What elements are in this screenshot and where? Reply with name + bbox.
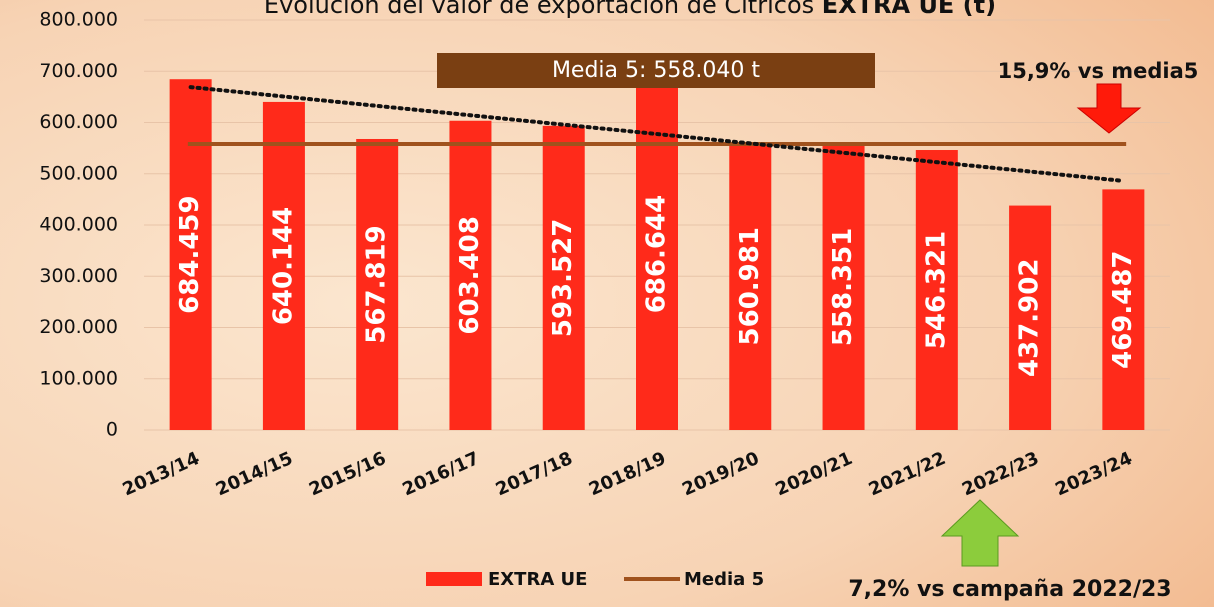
trendline: [188, 85, 1126, 183]
bar: [356, 138, 399, 430]
average-label: Media 5: 558.040 t: [552, 58, 760, 83]
legend-swatch: [426, 572, 482, 586]
value-label: 558.351: [828, 228, 858, 346]
value-label: 469.487: [1108, 250, 1138, 368]
legend-label: EXTRA UE: [488, 569, 587, 590]
value-label: 640.144: [268, 207, 298, 325]
y-tick-label: 600.000: [39, 111, 118, 133]
bar: [915, 150, 958, 430]
bar: [262, 101, 305, 430]
y-tick-label: 500.000: [39, 162, 118, 184]
bar: [1102, 189, 1145, 430]
y-tick-label: 0: [106, 419, 118, 441]
y-tick-label: 400.000: [39, 214, 118, 236]
annotation: 7,2% vs campaña 2022/23: [848, 577, 1171, 602]
value-label: 686.644: [642, 195, 672, 313]
y-tick-label: 700.000: [39, 60, 118, 82]
down-arrow: [1076, 83, 1142, 134]
bar: [822, 143, 865, 431]
value-label: 593.527: [548, 219, 578, 337]
y-tick-label: 200.000: [39, 316, 118, 338]
value-label: 546.321: [921, 231, 951, 349]
value-label: 437.902: [1015, 259, 1045, 377]
bar: [542, 125, 585, 430]
value-label: 684.459: [175, 195, 205, 313]
value-label: 560.981: [735, 227, 765, 345]
bar: [169, 79, 212, 431]
bar: [729, 142, 772, 430]
y-tick-label: 800.000: [39, 9, 118, 31]
value-label: 567.819: [362, 225, 392, 343]
up-arrow: [940, 499, 1020, 567]
chart-title: Evolución del valor de exportación de Cí…: [264, 0, 996, 19]
y-tick-label: 300.000: [39, 265, 118, 287]
annotation: 15,9% vs media5: [998, 59, 1199, 83]
average-label-box: [437, 53, 875, 88]
bar: [449, 120, 492, 430]
value-label: 603.408: [455, 216, 485, 334]
y-tick-label: 100.000: [39, 367, 118, 389]
bar: [1009, 205, 1052, 430]
legend-label: Media 5: [684, 569, 764, 590]
